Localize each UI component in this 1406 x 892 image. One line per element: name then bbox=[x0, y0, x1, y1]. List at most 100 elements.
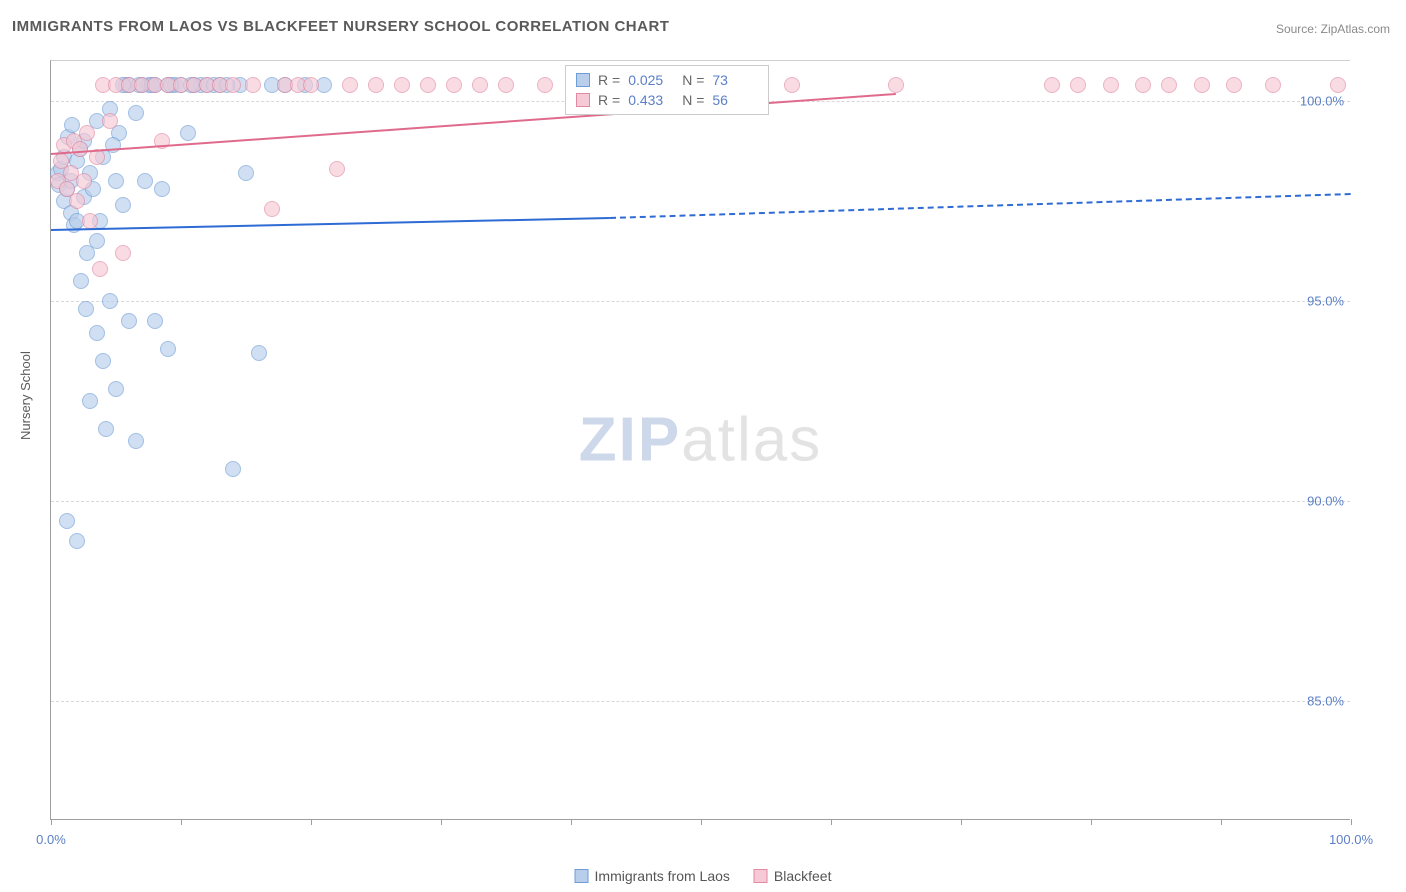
legend-swatch bbox=[576, 73, 590, 87]
data-point bbox=[1044, 77, 1060, 93]
data-point bbox=[537, 77, 553, 93]
data-point bbox=[225, 77, 241, 93]
legend-stats: R = 0.025 N = 73 R = 0.433 N = 56 bbox=[565, 65, 769, 115]
data-point bbox=[108, 173, 124, 189]
x-tick bbox=[701, 819, 702, 825]
legend-series-name: Immigrants from Laos bbox=[595, 868, 730, 884]
legend-r-label: R = bbox=[598, 92, 620, 108]
data-point bbox=[102, 293, 118, 309]
legend-stats-row: R = 0.025 N = 73 bbox=[576, 70, 758, 90]
data-point bbox=[1265, 77, 1281, 93]
data-point bbox=[1161, 77, 1177, 93]
legend-r-label: R = bbox=[598, 72, 620, 88]
x-tick bbox=[961, 819, 962, 825]
x-tick bbox=[571, 819, 572, 825]
x-tick bbox=[441, 819, 442, 825]
data-point bbox=[1226, 77, 1242, 93]
legend-n-label: N = bbox=[682, 72, 704, 88]
y-tick-label: 95.0% bbox=[1307, 294, 1344, 309]
source-prefix: Source: bbox=[1276, 22, 1321, 36]
legend-n-label: N = bbox=[682, 92, 704, 108]
data-point bbox=[1103, 77, 1119, 93]
data-point bbox=[888, 77, 904, 93]
legend-series-name: Blackfeet bbox=[774, 868, 832, 884]
data-point bbox=[245, 77, 261, 93]
legend-bottom: Immigrants from Laos Blackfeet bbox=[575, 868, 832, 884]
y-tick-label: 85.0% bbox=[1307, 694, 1344, 709]
x-tick bbox=[831, 819, 832, 825]
data-point bbox=[79, 125, 95, 141]
source-name: ZipAtlas.com bbox=[1321, 22, 1390, 36]
data-point bbox=[303, 77, 319, 93]
data-point bbox=[128, 433, 144, 449]
y-axis-label: Nursery School bbox=[18, 351, 33, 440]
correlation-chart: IMMIGRANTS FROM LAOS VS BLACKFEET NURSER… bbox=[0, 0, 1406, 892]
data-point bbox=[82, 393, 98, 409]
data-point bbox=[89, 325, 105, 341]
data-point bbox=[394, 77, 410, 93]
x-tick bbox=[51, 819, 52, 825]
data-point bbox=[154, 181, 170, 197]
x-tick-label: 0.0% bbox=[36, 832, 66, 847]
data-point bbox=[1330, 77, 1346, 93]
data-point bbox=[472, 77, 488, 93]
data-point bbox=[92, 261, 108, 277]
trend-line bbox=[610, 193, 1351, 219]
x-tick-label: 100.0% bbox=[1329, 832, 1373, 847]
data-point bbox=[446, 77, 462, 93]
y-tick-label: 100.0% bbox=[1300, 94, 1344, 109]
data-point bbox=[115, 197, 131, 213]
data-point bbox=[784, 77, 800, 93]
data-point bbox=[108, 381, 124, 397]
x-tick bbox=[181, 819, 182, 825]
gridline bbox=[51, 701, 1350, 702]
legend-r-value: 0.433 bbox=[628, 92, 674, 108]
data-point bbox=[1070, 77, 1086, 93]
data-point bbox=[329, 161, 345, 177]
x-tick bbox=[1351, 819, 1352, 825]
data-point bbox=[69, 533, 85, 549]
data-point bbox=[1135, 77, 1151, 93]
data-point bbox=[95, 353, 111, 369]
gridline bbox=[51, 301, 1350, 302]
data-point bbox=[238, 165, 254, 181]
plot-area: ZIPatlas 85.0%90.0%95.0%100.0%0.0%100.0% bbox=[50, 60, 1350, 820]
legend-swatch bbox=[576, 93, 590, 107]
data-point bbox=[128, 105, 144, 121]
x-tick bbox=[1221, 819, 1222, 825]
legend-r-value: 0.025 bbox=[628, 72, 674, 88]
data-point bbox=[1194, 77, 1210, 93]
data-point bbox=[72, 141, 88, 157]
data-point bbox=[82, 213, 98, 229]
data-point bbox=[102, 113, 118, 129]
data-point bbox=[64, 117, 80, 133]
data-point bbox=[160, 341, 176, 357]
data-point bbox=[78, 301, 94, 317]
data-point bbox=[76, 173, 92, 189]
data-point bbox=[498, 77, 514, 93]
legend-swatch bbox=[754, 869, 768, 883]
watermark-rest: atlas bbox=[681, 406, 822, 475]
data-point bbox=[147, 313, 163, 329]
data-point bbox=[342, 77, 358, 93]
data-point bbox=[115, 245, 131, 261]
data-point bbox=[180, 125, 196, 141]
data-point bbox=[251, 345, 267, 361]
watermark-zip: ZIP bbox=[579, 406, 681, 475]
data-point bbox=[121, 313, 137, 329]
data-point bbox=[264, 201, 280, 217]
legend-n-value: 56 bbox=[712, 92, 758, 108]
legend-stats-row: R = 0.433 N = 56 bbox=[576, 90, 758, 110]
data-point bbox=[137, 173, 153, 189]
watermark: ZIPatlas bbox=[579, 405, 822, 476]
data-point bbox=[98, 421, 114, 437]
data-point bbox=[69, 193, 85, 209]
legend-item: Blackfeet bbox=[754, 868, 832, 884]
y-tick-label: 90.0% bbox=[1307, 494, 1344, 509]
legend-n-value: 73 bbox=[712, 72, 758, 88]
data-point bbox=[73, 273, 89, 289]
trend-line bbox=[51, 217, 610, 231]
data-point bbox=[420, 77, 436, 93]
x-tick bbox=[311, 819, 312, 825]
source-label: Source: ZipAtlas.com bbox=[1276, 22, 1390, 36]
